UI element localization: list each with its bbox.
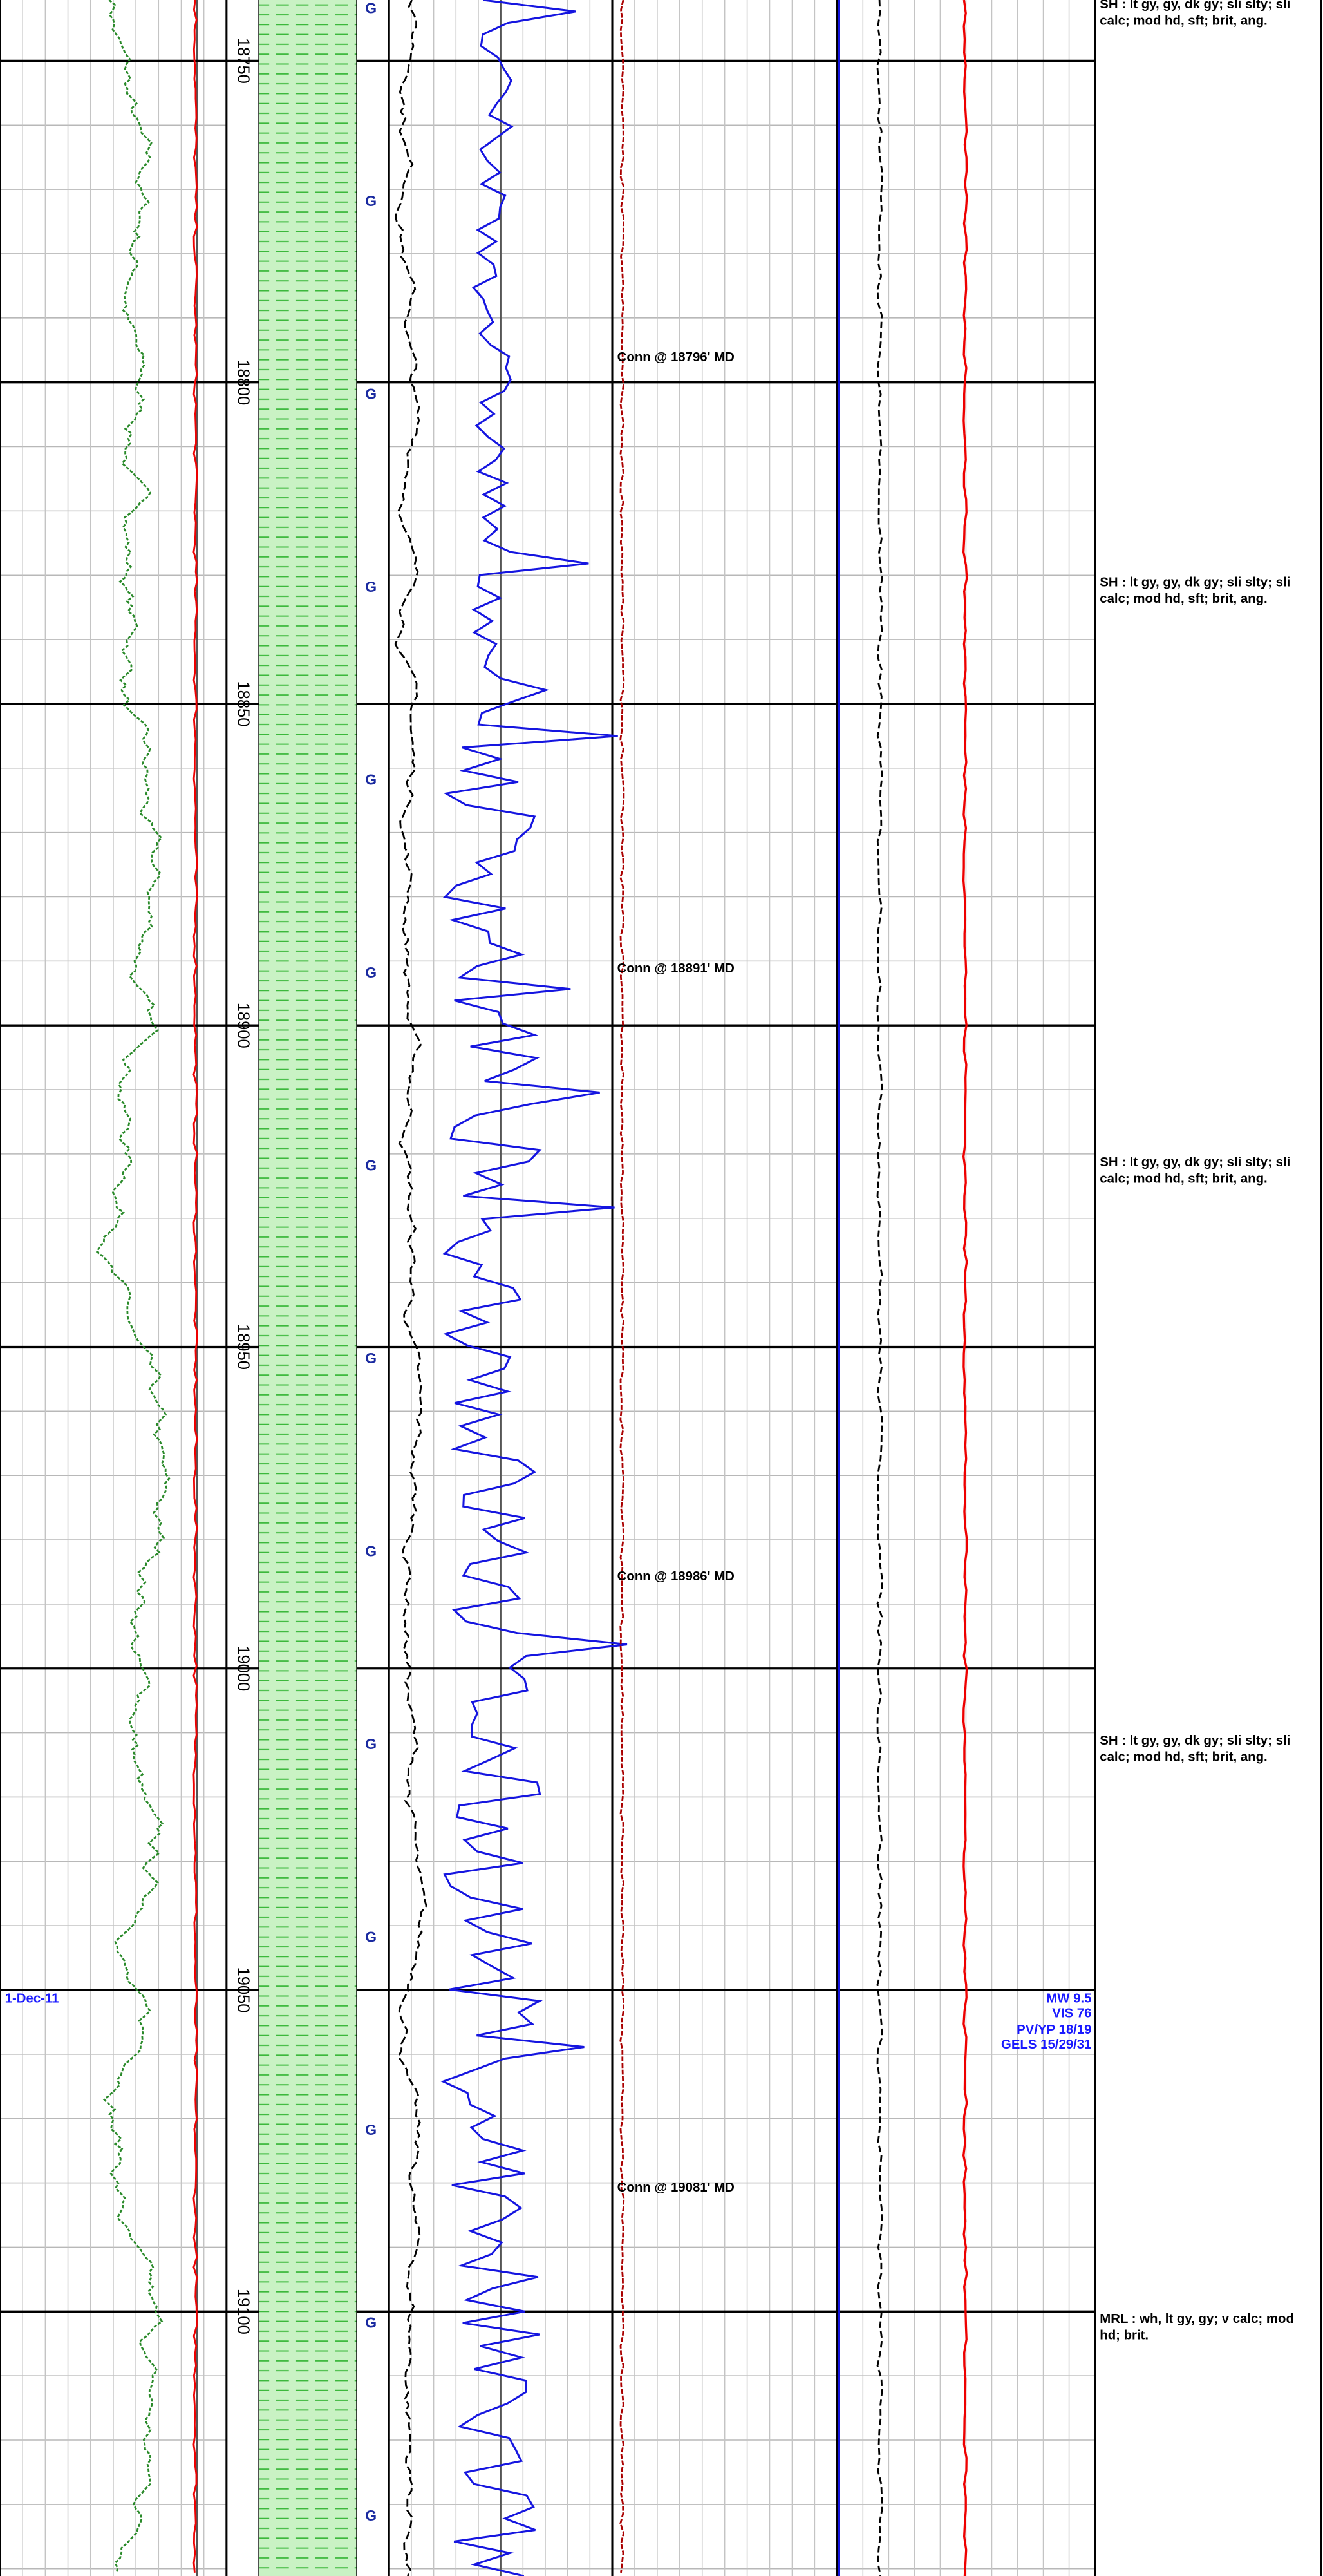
gas-marker: G	[365, 578, 377, 595]
mud-property: GELS 15/29/31	[1001, 2038, 1092, 2052]
lithology-text: SH : lt gy, gy, dk gy; sli slty; sli	[1100, 1155, 1290, 1170]
lithology-text: SH : lt gy, gy, dk gy; sli slty; sli	[1100, 576, 1290, 590]
depth-label: 18800	[234, 359, 252, 405]
depth-label: 19050	[234, 1967, 252, 2013]
trace-red-3	[619, 0, 625, 2573]
lithology-text: hd; brit.	[1100, 2329, 1149, 2343]
depth-label: 18750	[234, 38, 252, 84]
date-label: 1-Dec-11	[5, 1992, 59, 2006]
lithology-text: calc; mod hd, sft; brit, ang.	[1100, 592, 1267, 606]
gas-marker: G	[365, 2314, 377, 2331]
gas-marker: G	[365, 2507, 377, 2524]
labels: Conn @ 18796' MD Conn @ 18891' MD Conn @…	[5, 0, 1294, 2524]
gas-marker: G	[365, 964, 377, 981]
connection-label: Conn @ 18891' MD	[617, 961, 735, 976]
gas-marker: G	[365, 193, 377, 209]
trace-black-2	[394, 0, 427, 2576]
trace-green	[95, 0, 171, 2573]
mud-property: MW 9.5	[1046, 1992, 1091, 2006]
mud-property: PV/YP 18/19	[1017, 2023, 1091, 2037]
lithology-text: calc; mod hd, sft; brit, ang.	[1100, 1172, 1267, 1186]
gas-marker: G	[365, 1157, 377, 1173]
trace-black-4	[876, 0, 883, 2576]
gas-marker: G	[365, 2121, 377, 2138]
lithology-text: SH : lt gy, gy, dk gy; sli slty; sli	[1100, 0, 1290, 12]
connection-label: Conn @ 18986' MD	[617, 1569, 735, 1584]
depth-label: 18900	[234, 1003, 252, 1048]
gas-marker: G	[365, 0, 377, 16]
curves	[95, 0, 968, 2576]
gas-marker: G	[365, 1928, 377, 1945]
gas-marker: G	[365, 385, 377, 402]
connection-label: Conn @ 19081' MD	[617, 2181, 735, 2195]
depth-label: 19000	[234, 1645, 252, 1691]
lithology-text: SH : lt gy, gy, dk gy; sli slty; sli	[1100, 1734, 1290, 1748]
lithology-text: MRL : wh, lt gy, gy; v calc; mod	[1100, 2312, 1294, 2326]
trace-blue	[440, 0, 628, 2576]
connection-label: Conn @ 18796' MD	[617, 350, 735, 365]
trace-red-4	[962, 0, 968, 2576]
depth-label: 18950	[234, 1324, 252, 1370]
mud-property: VIS 76	[1052, 2007, 1091, 2021]
gas-marker: G	[365, 1350, 377, 1367]
gas-marker: G	[365, 771, 377, 788]
trace-red-1	[192, 0, 198, 2573]
lithology-text: calc; mod hd, sft; brit, ang.	[1100, 1750, 1267, 1765]
lithology-column	[259, 0, 357, 2576]
gas-marker: G	[365, 1736, 377, 1752]
gas-marker: G	[365, 1542, 377, 1559]
depth-label: 18850	[234, 681, 252, 726]
lithology-text: calc; mod hd, sft; brit, ang.	[1100, 14, 1267, 28]
depth-label: 19100	[234, 2289, 252, 2334]
